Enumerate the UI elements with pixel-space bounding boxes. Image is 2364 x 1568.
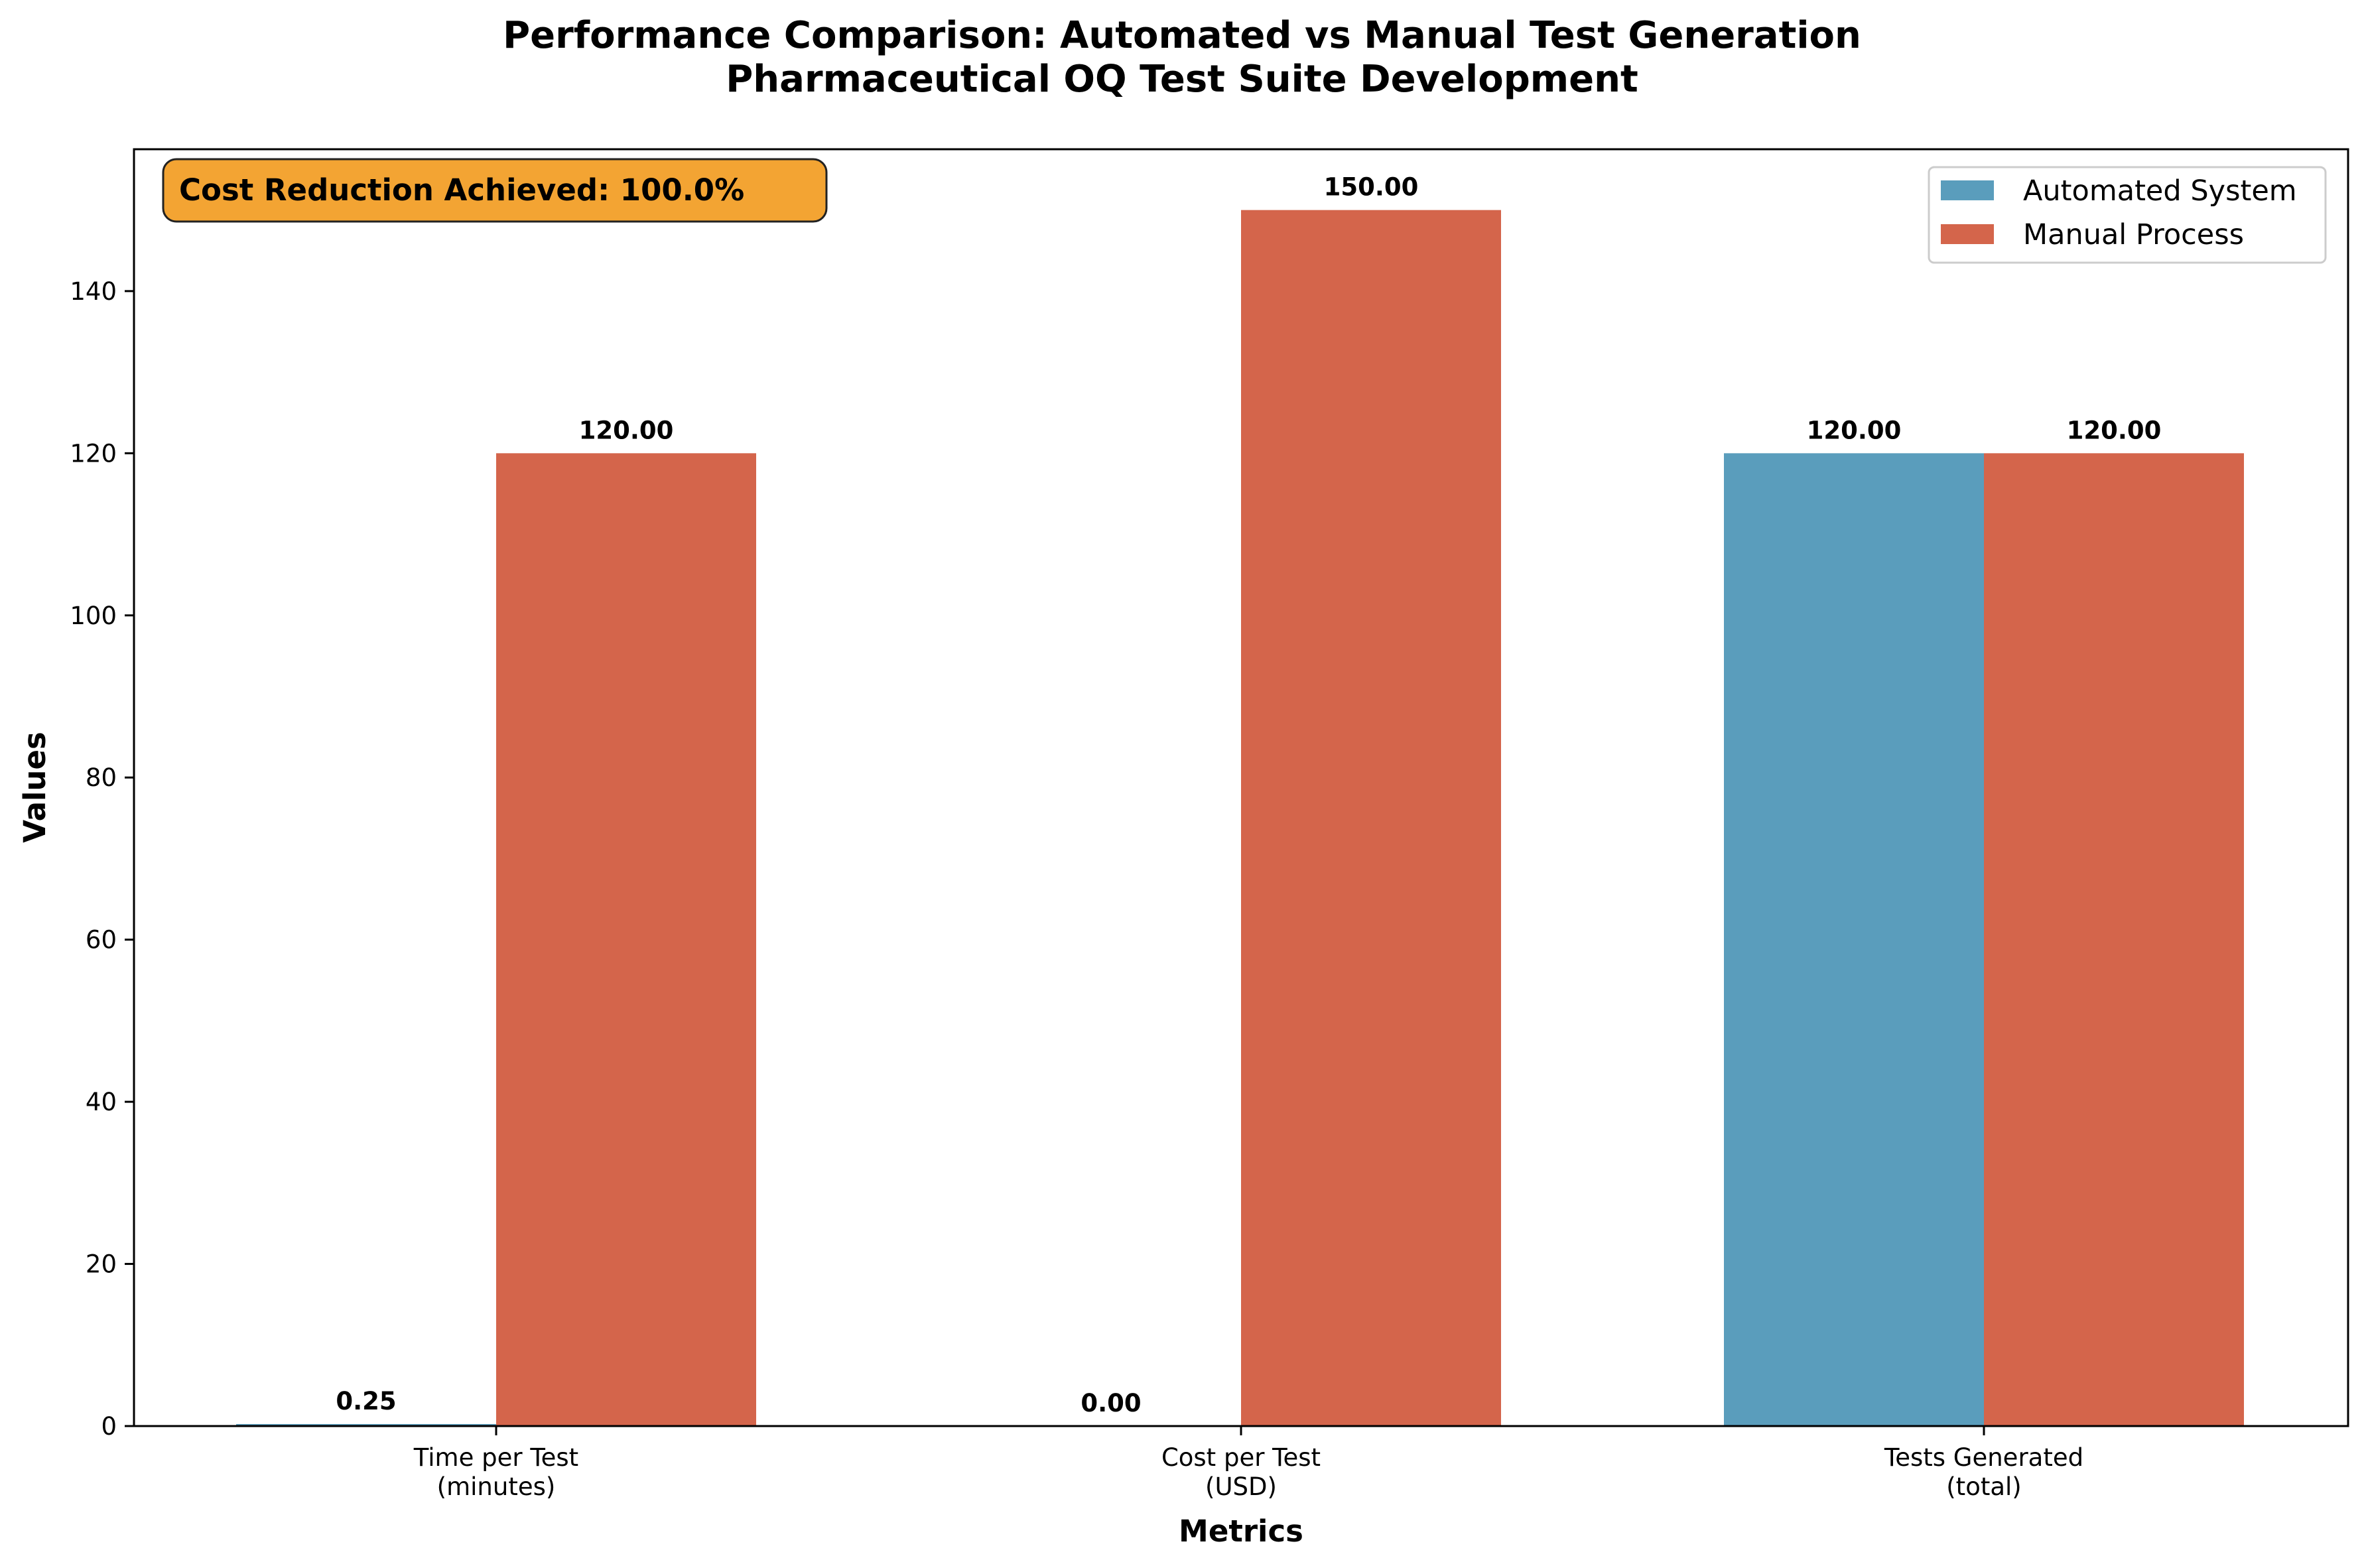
legend-label-manual: Manual Process (2023, 218, 2244, 251)
legend: Automated System Manual Process (1928, 166, 2327, 264)
bar-manual-1 (1241, 210, 1501, 1427)
y-tick-label-1: 20 (86, 1250, 117, 1279)
y-axis-label: Values (17, 732, 52, 843)
x-tick-label-2-0: Tests Generated (1884, 1443, 2083, 1472)
y-axis: 0 20 40 60 80 100 120 140 (70, 277, 134, 1441)
legend-label-automated: Automated System (2023, 174, 2297, 208)
bar-automated-2 (1724, 453, 1984, 1427)
x-axis-label: Metrics (1179, 1514, 1303, 1549)
cost-reduction-annotation: Cost Reduction Achieved: 100.0% (162, 158, 828, 223)
legend-frame (1928, 166, 2327, 264)
bar-manual-0 (496, 453, 756, 1427)
chart-subtitle: Pharmaceutical OQ Test Suite Development (726, 58, 1638, 101)
data-label-manual-1: 150.00 (1324, 173, 1419, 202)
y-tick-label-0: 0 (101, 1412, 117, 1441)
data-label-manual-2: 120.00 (2067, 416, 2162, 444)
bar-manual-2 (1984, 453, 2244, 1427)
x-axis: Time per Test(minutes) Cost per Test(USD)… (413, 1426, 2083, 1501)
plot-frame (133, 148, 2349, 1427)
y-tick-label-4: 80 (86, 763, 117, 792)
data-label-automated-2: 120.00 (1807, 416, 1902, 444)
x-tick-label-0-0: Time per Test (413, 1443, 578, 1472)
data-label-manual-0: 120.00 (579, 416, 674, 444)
plot-area: 0.25 0.00 120.00 120.00 150.00 120.00 (236, 173, 2244, 1427)
y-tick-label-2: 40 (86, 1088, 117, 1116)
data-label-automated-1: 0.00 (1081, 1389, 1141, 1417)
legend-swatch-manual (1941, 224, 1994, 244)
y-tick-label-7: 140 (70, 277, 117, 306)
x-tick-label-2-1: (total) (1946, 1472, 2021, 1501)
annotation-box (162, 158, 828, 223)
x-tick-label-0-1: (minutes) (437, 1472, 556, 1501)
legend-swatch-automated (1941, 180, 1994, 200)
data-label-automated-0: 0.25 (336, 1387, 396, 1415)
y-tick-label-3: 60 (86, 926, 117, 954)
chart-title: Performance Comparison: Automated vs Man… (503, 14, 1861, 57)
x-tick-label-1-1: (USD) (1205, 1472, 1277, 1501)
y-tick-label-5: 100 (70, 602, 117, 630)
x-tick-label-1-0: Cost per Test (1161, 1443, 1321, 1472)
y-tick-label-6: 120 (70, 439, 117, 468)
annotation-text: Cost Reduction Achieved: 100.0% (179, 172, 744, 208)
bar-automated-0 (236, 1423, 496, 1426)
